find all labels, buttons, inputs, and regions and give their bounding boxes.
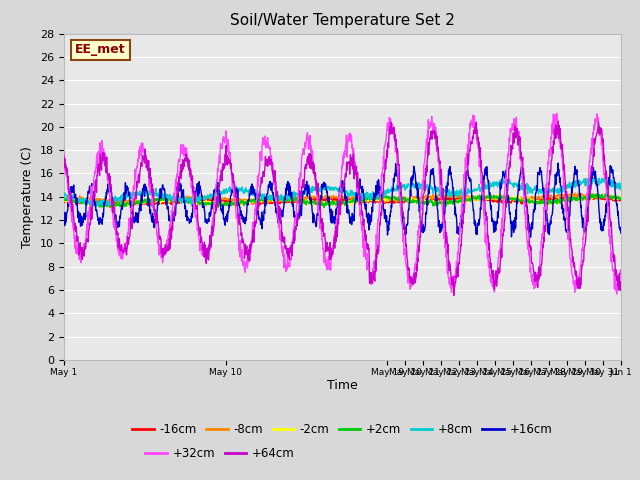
- Legend: +32cm, +64cm: +32cm, +64cm: [141, 443, 299, 465]
- Text: EE_met: EE_met: [75, 43, 126, 56]
- Y-axis label: Temperature (C): Temperature (C): [22, 146, 35, 248]
- Title: Soil/Water Temperature Set 2: Soil/Water Temperature Set 2: [230, 13, 455, 28]
- X-axis label: Time: Time: [327, 379, 358, 393]
